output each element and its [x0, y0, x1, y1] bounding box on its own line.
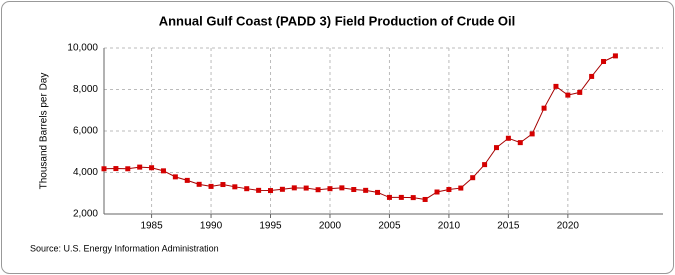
- point: [137, 164, 143, 170]
- point: [125, 166, 131, 172]
- y-tick-label: 6,000: [73, 126, 98, 137]
- y-tick-label: 10,000: [67, 43, 98, 54]
- point: [386, 194, 392, 200]
- y-axis-label: Thousand Barrels per Day: [39, 73, 50, 190]
- y-tick-label: 2,000: [73, 209, 98, 220]
- y-tick-label: 4,000: [73, 167, 98, 178]
- point: [505, 135, 511, 141]
- x-tick-label: 1995: [259, 221, 282, 232]
- point: [375, 189, 381, 195]
- point: [208, 183, 214, 189]
- point: [315, 187, 321, 193]
- point: [493, 145, 499, 151]
- x-tick-label: 1985: [140, 221, 163, 232]
- point: [470, 175, 476, 181]
- point: [612, 53, 618, 59]
- point: [434, 189, 440, 195]
- point: [172, 174, 178, 180]
- point: [398, 194, 404, 200]
- point: [363, 187, 369, 193]
- point: [410, 195, 416, 201]
- point: [458, 185, 464, 191]
- point: [351, 187, 357, 193]
- point: [565, 92, 571, 98]
- point: [577, 89, 583, 95]
- point: [256, 187, 262, 193]
- x-tick-label: 2005: [378, 221, 401, 232]
- point: [327, 186, 333, 192]
- point: [184, 177, 190, 183]
- point: [482, 162, 488, 168]
- chart-title: Annual Gulf Coast (PADD 3) Field Product…: [159, 13, 516, 28]
- point: [220, 182, 226, 188]
- point: [232, 184, 238, 190]
- source: Source: U.S. Energy Information Administ…: [30, 243, 219, 253]
- x-tick-label: 1990: [200, 221, 223, 232]
- point: [553, 83, 559, 89]
- point: [113, 166, 119, 172]
- point: [446, 187, 452, 193]
- point: [529, 131, 535, 137]
- point: [279, 186, 285, 192]
- point: [291, 185, 297, 191]
- x-tick-label: 2000: [319, 221, 342, 232]
- point: [101, 166, 107, 172]
- point: [339, 185, 345, 191]
- point: [422, 196, 428, 202]
- point: [244, 186, 250, 192]
- point: [589, 73, 595, 79]
- x-tick-label: 2015: [497, 221, 520, 232]
- point: [160, 168, 166, 174]
- point: [149, 165, 155, 171]
- x-tick-label: 2020: [557, 221, 580, 232]
- point: [517, 140, 523, 146]
- point: [303, 185, 309, 191]
- point: [268, 188, 274, 194]
- point: [601, 58, 607, 64]
- x-tick-label: 2010: [438, 221, 461, 232]
- point: [196, 181, 202, 187]
- point: [541, 105, 547, 111]
- y-tick-label: 8,000: [73, 84, 98, 95]
